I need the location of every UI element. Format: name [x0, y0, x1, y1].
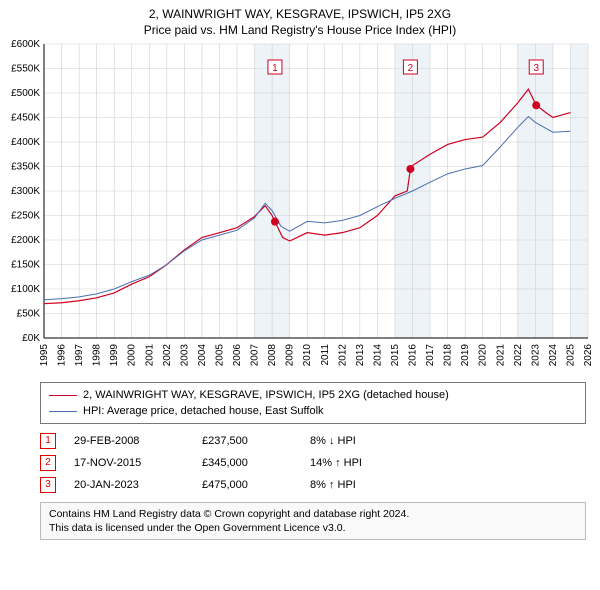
svg-text:2017: 2017 [425, 344, 436, 367]
svg-text:£150K: £150K [11, 260, 40, 271]
chart-titles: 2, WAINWRIGHT WAY, KESGRAVE, IPSWICH, IP… [0, 0, 600, 38]
event-row: 2 17-NOV-2015 £345,000 14% ↑ HPI [40, 452, 586, 474]
event-date: 29-FEB-2008 [74, 435, 184, 447]
event-delta: 14% ↑ HPI [310, 457, 410, 469]
svg-text:2019: 2019 [460, 344, 471, 367]
event-date: 20-JAN-2023 [74, 479, 184, 491]
svg-text:2021: 2021 [495, 344, 506, 367]
svg-text:£0K: £0K [22, 333, 40, 344]
event-row: 1 29-FEB-2008 £237,500 8% ↓ HPI [40, 430, 586, 452]
svg-text:2: 2 [408, 63, 414, 74]
svg-text:2010: 2010 [302, 344, 313, 367]
title-line-2: Price paid vs. HM Land Registry's House … [0, 22, 600, 38]
svg-text:£200K: £200K [11, 235, 40, 246]
svg-text:2005: 2005 [214, 344, 225, 367]
svg-text:2011: 2011 [320, 344, 331, 366]
event-price: £237,500 [202, 435, 292, 447]
svg-text:1995: 1995 [39, 344, 50, 367]
event-price: £475,000 [202, 479, 292, 491]
event-delta: 8% ↓ HPI [310, 435, 410, 447]
svg-text:£100K: £100K [11, 284, 40, 295]
svg-text:1998: 1998 [92, 344, 103, 367]
svg-text:2013: 2013 [355, 344, 366, 367]
svg-text:2014: 2014 [372, 344, 383, 367]
svg-text:£500K: £500K [11, 88, 40, 99]
svg-text:£250K: £250K [11, 211, 40, 222]
svg-text:£400K: £400K [11, 137, 40, 148]
svg-text:2000: 2000 [127, 344, 138, 367]
svg-text:£300K: £300K [11, 186, 40, 197]
svg-text:2020: 2020 [478, 344, 489, 367]
legend: 2, WAINWRIGHT WAY, KESGRAVE, IPSWICH, IP… [40, 382, 586, 424]
svg-text:2004: 2004 [197, 344, 208, 367]
event-date: 17-NOV-2015 [74, 457, 184, 469]
svg-text:2025: 2025 [565, 344, 576, 367]
price-chart: £0K £50K £100K £150K £200K £250K £300K £350K £40… [0, 38, 600, 378]
svg-text:£450K: £450K [11, 113, 40, 124]
legend-row: HPI: Average price, detached house, East… [49, 403, 577, 419]
credit-box: Contains HM Land Registry data © Crown c… [40, 502, 586, 540]
event-price: £345,000 [202, 457, 292, 469]
svg-text:2001: 2001 [144, 344, 155, 367]
event-row: 3 20-JAN-2023 £475,000 8% ↑ HPI [40, 474, 586, 496]
svg-text:2026: 2026 [583, 344, 594, 367]
credit-line-2: This data is licensed under the Open Gov… [49, 521, 577, 535]
svg-text:2015: 2015 [390, 344, 401, 367]
svg-text:2023: 2023 [530, 344, 541, 367]
svg-text:2008: 2008 [267, 344, 278, 367]
svg-text:2007: 2007 [250, 344, 261, 367]
events-table: 1 29-FEB-2008 £237,500 8% ↓ HPI 2 17-NOV-2015… [40, 430, 586, 496]
svg-text:1997: 1997 [74, 344, 85, 367]
event-marker-box: 1 [40, 433, 56, 449]
svg-text:1: 1 [272, 63, 278, 74]
credit-line-1: Contains HM Land Registry data © Crown c… [49, 507, 577, 521]
title-line-1: 2, WAINWRIGHT WAY, KESGRAVE, IPSWICH, IP… [0, 6, 600, 22]
svg-text:£550K: £550K [11, 64, 40, 75]
legend-swatch [49, 411, 77, 412]
svg-text:2002: 2002 [162, 344, 173, 367]
svg-text:1996: 1996 [57, 344, 68, 367]
svg-text:£600K: £600K [11, 39, 40, 50]
legend-swatch [49, 395, 77, 396]
legend-row: 2, WAINWRIGHT WAY, KESGRAVE, IPSWICH, IP… [49, 387, 577, 403]
svg-text:2022: 2022 [513, 344, 524, 367]
legend-label: HPI: Average price, detached house, East… [83, 403, 324, 419]
svg-text:£50K: £50K [17, 309, 41, 320]
svg-text:2024: 2024 [548, 344, 559, 367]
svg-text:2016: 2016 [408, 344, 419, 367]
event-delta: 8% ↑ HPI [310, 479, 410, 491]
legend-label: 2, WAINWRIGHT WAY, KESGRAVE, IPSWICH, IP… [83, 387, 449, 403]
event-marker-box: 3 [40, 477, 56, 493]
svg-text:£350K: £350K [11, 162, 40, 173]
svg-text:2009: 2009 [285, 344, 296, 367]
svg-text:2018: 2018 [443, 344, 454, 367]
event-marker-box: 2 [40, 455, 56, 471]
svg-text:1999: 1999 [109, 344, 120, 367]
svg-text:2006: 2006 [232, 344, 243, 367]
svg-text:2003: 2003 [179, 344, 190, 367]
svg-text:2012: 2012 [337, 344, 348, 367]
svg-text:3: 3 [533, 63, 539, 74]
